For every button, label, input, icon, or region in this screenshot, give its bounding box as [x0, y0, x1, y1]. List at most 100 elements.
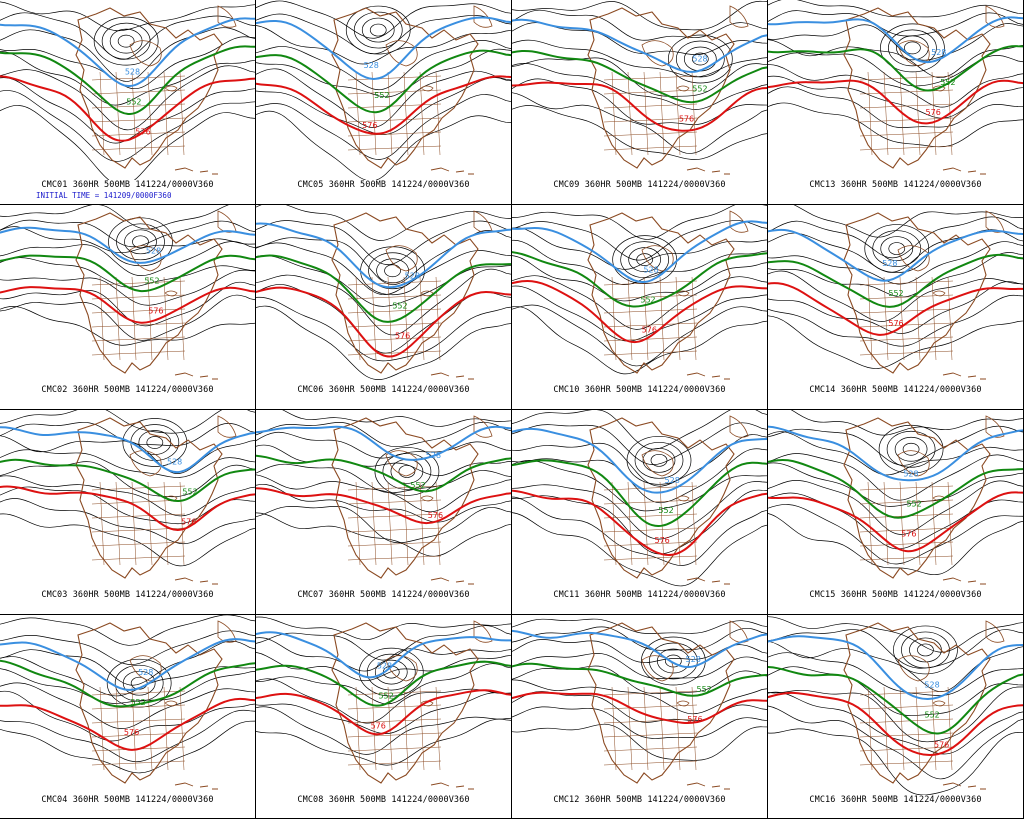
contour-552 — [0, 458, 255, 503]
panel-cmc14: 528 552 576 CMC14 360HR 500MB 141224/0000V3… — [768, 205, 1024, 410]
height-contours — [0, 1, 255, 180]
height-contours — [0, 410, 255, 567]
contour-line — [0, 449, 255, 478]
contour-576 — [0, 75, 255, 142]
map-cmc08: 528 552 576 — [256, 616, 511, 790]
north-america-outline — [843, 415, 1005, 585]
closed-low-contour — [353, 11, 403, 49]
closed-low-contour — [864, 224, 930, 273]
contour-576 — [0, 286, 255, 324]
contour-line — [768, 629, 1023, 669]
closed-low-contour — [384, 264, 401, 278]
height-contours — [768, 410, 1023, 576]
initial-time-label: INITIAL TIME = 141209/0000F360 — [36, 191, 172, 200]
panel-caption: CMC03 360HR 500MB 141224/0000V360 — [41, 590, 214, 600]
contour-line — [768, 504, 1023, 565]
closed-low-contour — [124, 229, 157, 255]
contour-line — [0, 12, 255, 60]
closed-low-contour — [888, 29, 937, 67]
closed-low-contour — [382, 453, 432, 490]
contour-528 — [0, 426, 255, 474]
panel-caption: CMC06 360HR 500MB 141224/0000V360 — [297, 385, 470, 395]
contour-line — [0, 51, 255, 106]
contour-line — [0, 668, 255, 704]
panel-cmc03: 528 552 576 CMC03 360HR 500MB 141224/0000V3… — [0, 410, 256, 615]
closed-low-contour — [648, 642, 698, 680]
contour-line — [768, 252, 1023, 298]
contour-label-528: 528 — [882, 259, 897, 268]
contour-line — [256, 94, 511, 160]
panel-cmc08: 528 552 576 CMC08 360HR 500MB 141224/0000V3… — [256, 615, 512, 819]
panel-cmc04: 528 552 576 CMC04 360HR 500MB 141224/0000V3… — [0, 615, 256, 819]
contour-label-552: 552 — [692, 85, 707, 94]
height-contours — [768, 0, 1023, 148]
contour-label-576: 576 — [679, 115, 694, 124]
map-cmc06: 528 552 576 — [256, 205, 511, 380]
contour-label-528: 528 — [903, 470, 918, 479]
contour-line — [768, 216, 1023, 259]
contour-line — [768, 705, 1023, 780]
height-contours — [512, 205, 767, 375]
north-america-outline — [75, 415, 237, 585]
contour-line — [512, 22, 767, 56]
contour-576 — [512, 691, 767, 724]
contour-line — [768, 0, 1023, 18]
contour-line — [512, 275, 767, 330]
height-contours — [768, 205, 1023, 369]
map-cmc13: 528 552 576 — [768, 0, 1023, 175]
closed-low-contour — [366, 653, 416, 691]
contour-line — [768, 425, 1023, 466]
contour-line — [768, 462, 1023, 507]
contour-528 — [0, 226, 255, 264]
closed-low-contour — [116, 223, 165, 261]
panel-caption: CMC07 360HR 500MB 141224/0000V360 — [297, 590, 470, 600]
contour-line — [0, 77, 255, 144]
closed-low-contour — [620, 241, 670, 279]
closed-low-contour — [886, 430, 936, 468]
contour-label-528: 528 — [426, 451, 441, 460]
contour-label-552: 552 — [374, 91, 389, 100]
contour-label-576: 576 — [654, 536, 669, 545]
closed-low-contour — [902, 442, 920, 456]
contour-line — [512, 92, 767, 154]
contour-label-576: 576 — [181, 517, 196, 526]
contour-line — [0, 498, 255, 545]
contour-label-576: 576 — [362, 121, 377, 130]
contour-label-552: 552 — [940, 78, 955, 87]
contour-528 — [512, 427, 767, 494]
panel-caption: CMC08 360HR 500MB 141224/0000V360 — [297, 795, 470, 805]
contour-552 — [512, 662, 767, 697]
map-cmc07: 528 552 576 — [256, 410, 511, 585]
contour-line — [0, 257, 255, 288]
contour-line — [0, 410, 255, 434]
contour-line — [256, 431, 511, 459]
contour-576 — [0, 697, 255, 751]
contour-line — [768, 294, 1023, 347]
contour-552 — [0, 45, 255, 116]
contour-line — [512, 410, 767, 450]
contour-576 — [256, 75, 511, 135]
contour-line — [512, 665, 767, 695]
contour-label-576: 576 — [687, 715, 702, 724]
closed-low-contour — [636, 253, 654, 267]
contour-528 — [768, 16, 1023, 64]
closed-low-contour — [132, 235, 149, 249]
contour-line — [0, 709, 255, 763]
panel-cmc05: 528 552 576 CMC05 360HR 500MB 141224/0000V3… — [256, 0, 512, 205]
contour-label-552: 552 — [658, 506, 673, 515]
closed-low-contour — [361, 17, 395, 43]
contour-line — [512, 460, 767, 512]
contour-label-528: 528 — [125, 67, 140, 76]
closed-low-contour — [93, 16, 159, 66]
contour-line — [0, 486, 255, 525]
contour-552 — [768, 253, 1023, 308]
contour-line — [768, 666, 1023, 716]
contour-line — [768, 616, 1023, 653]
closed-low-contour — [642, 447, 676, 473]
contour-line — [768, 640, 1023, 692]
closed-low-contour — [612, 235, 678, 285]
panel-cmc02: 528 552 576 CMC02 360HR 500MB 141224/0000V3… — [0, 205, 256, 410]
contour-552 — [0, 659, 255, 708]
contour-line — [0, 630, 255, 665]
contour-line — [512, 78, 767, 125]
